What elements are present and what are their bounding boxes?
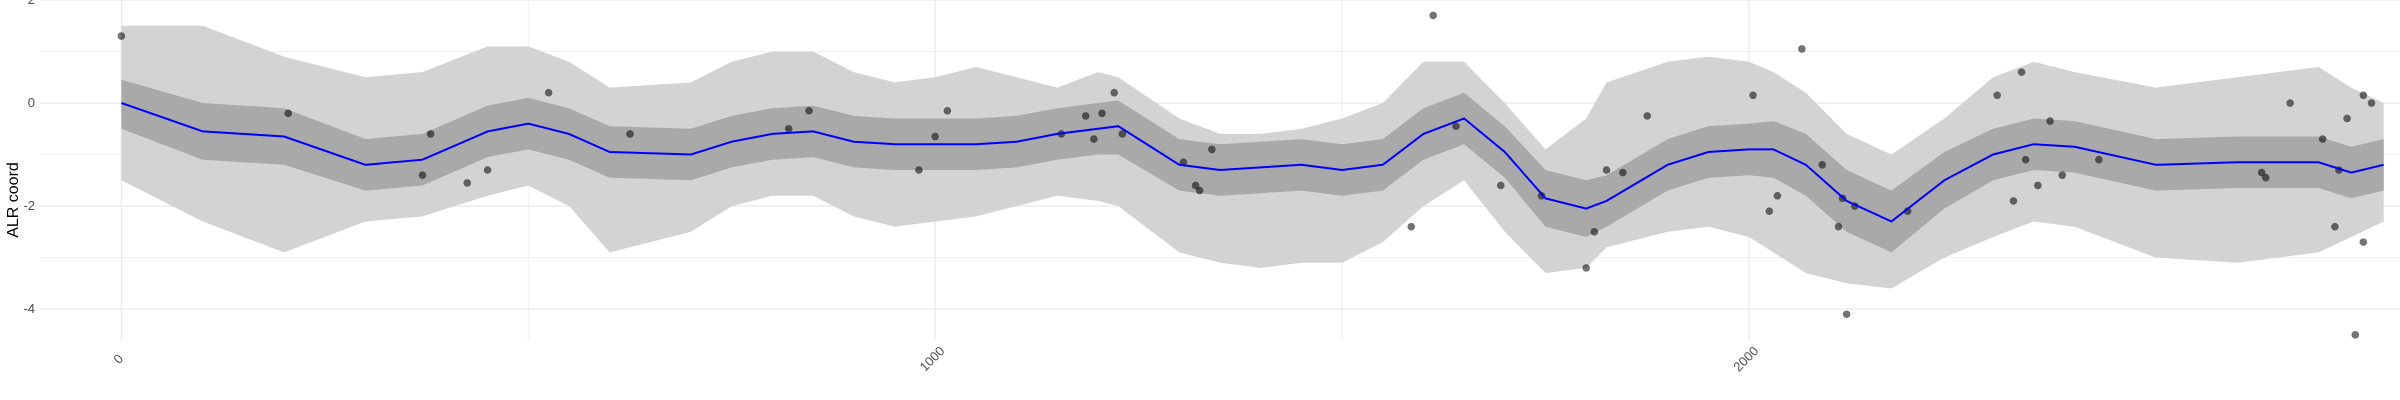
x-tick-label: 0 [110,351,126,367]
data-point [284,109,293,118]
data-point [1191,181,1200,190]
data-point [2058,171,2067,179]
data-point [626,130,634,138]
data-point [943,106,952,115]
data-point [1749,91,1757,100]
data-point [1834,222,1843,231]
data-point [544,88,553,97]
data-point [463,179,472,187]
data-points [117,11,2376,339]
y-tick-label: 2 [28,0,35,7]
data-point [1110,88,1119,97]
y-tick-label: 0 [28,95,35,110]
data-point [915,166,923,174]
data-point [2017,68,2026,76]
data-point [2257,168,2266,177]
data-point [1993,91,2001,100]
data-point [2343,114,2351,123]
data-point [2095,155,2103,164]
data-point [1496,181,1505,190]
data-point [2318,135,2327,143]
data-point [2034,181,2042,190]
data-point [1452,122,1460,131]
data-point [1773,191,1782,200]
y-tick-label: -4 [23,301,35,316]
data-point [1208,145,1216,154]
data-point [1098,109,1106,118]
data-point [2351,331,2360,339]
data-point [2261,173,2270,182]
data-point [1643,112,1652,120]
x-tick-label: 1000 [916,343,947,374]
data-point [1818,161,1827,169]
data-point [1118,130,1127,138]
data-point [2367,99,2376,107]
data-point [784,124,793,133]
x-tick-label: 2000 [1730,343,1761,374]
data-point [1619,168,1627,177]
data-point [1765,207,1774,216]
data-point [2286,99,2294,107]
data-point [1090,135,1098,143]
x-tick-labels: 0 1000 2000 [110,343,1761,374]
data-point [1537,191,1546,200]
data-point [1590,228,1599,236]
data-point [2009,197,2018,205]
data-point [483,166,492,174]
data-point [1582,264,1591,272]
y-tick-labels: -4 -2 0 2 [23,0,35,316]
y-tick-label: -2 [23,198,35,213]
data-point [117,32,126,40]
data-point [931,132,939,141]
data-point [1081,112,1090,120]
y-axis-title: ALR coord [5,162,22,238]
data-point [2359,91,2368,100]
data-point [2021,155,2030,164]
data-point [1195,186,1204,195]
inner-confidence-band [121,79,2384,253]
data-point [1407,222,1416,231]
data-point [2359,238,2368,246]
confidence-bands [121,25,2384,289]
data-point [1429,11,1438,20]
data-point [1842,310,1851,319]
data-point [426,130,435,138]
data-point [2331,222,2339,231]
data-point [2046,117,2054,125]
data-point [805,106,813,115]
data-point [1602,166,1611,174]
data-point [418,171,427,179]
mean-line [121,102,2384,223]
mean-line-group [121,102,2384,223]
data-point [1798,45,1806,53]
